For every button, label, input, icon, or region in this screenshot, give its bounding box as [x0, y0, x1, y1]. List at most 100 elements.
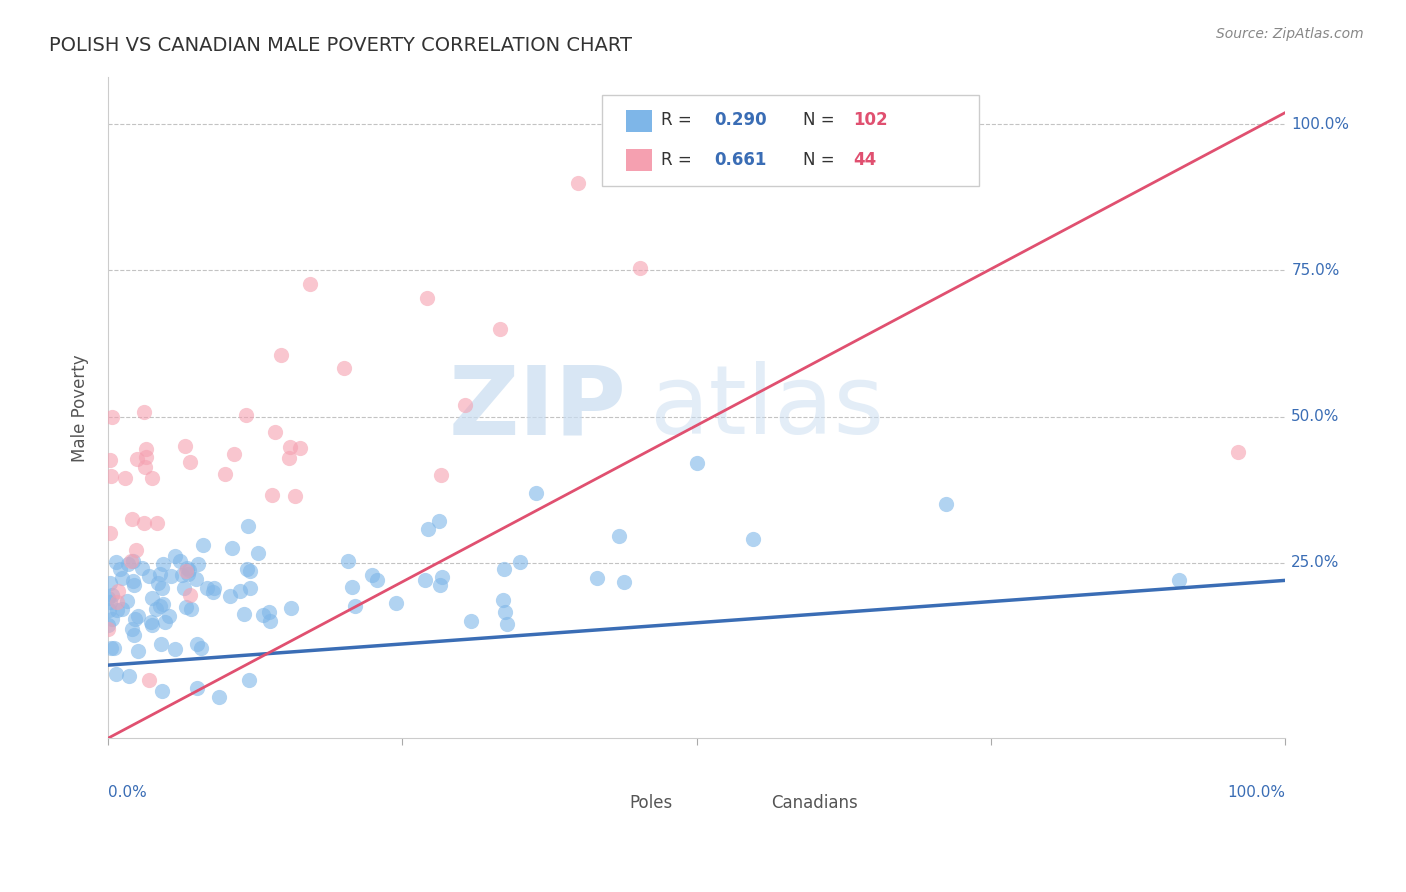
Text: Poles: Poles	[630, 794, 673, 812]
Point	[340, 580, 363, 594]
Point	[104, 555, 127, 569]
Point	[139, 615, 162, 629]
Point	[224, 447, 246, 461]
Point	[430, 570, 453, 584]
Point	[120, 553, 142, 567]
Text: 0.0%: 0.0%	[108, 784, 146, 799]
Point	[239, 582, 262, 596]
Point	[103, 640, 125, 655]
Text: 50.0%: 50.0%	[1291, 409, 1340, 424]
Point	[492, 562, 515, 576]
Point	[135, 450, 157, 464]
Point	[229, 583, 252, 598]
Point	[160, 569, 183, 583]
Point	[174, 564, 197, 578]
Point	[385, 596, 408, 610]
Point	[218, 589, 240, 603]
Point	[124, 612, 146, 626]
Point	[488, 322, 510, 336]
Point	[122, 578, 145, 592]
Point	[100, 453, 122, 467]
Point	[337, 554, 360, 568]
Point	[149, 599, 172, 614]
Point	[170, 568, 193, 582]
Point	[686, 457, 709, 471]
Point	[138, 673, 160, 687]
Point	[145, 602, 167, 616]
Point	[494, 605, 516, 619]
Point	[121, 622, 143, 636]
Point	[97, 617, 120, 632]
Text: 0.290: 0.290	[714, 112, 766, 129]
Point	[111, 602, 134, 616]
Point	[131, 560, 153, 574]
Point	[496, 616, 519, 631]
Point	[177, 566, 200, 581]
Point	[257, 605, 280, 619]
Point	[186, 681, 208, 695]
Point	[179, 563, 201, 577]
Text: R =: R =	[661, 151, 697, 169]
Point	[235, 562, 257, 576]
Point	[491, 592, 513, 607]
Point	[278, 441, 301, 455]
Point	[114, 471, 136, 485]
Point	[429, 578, 451, 592]
Point	[141, 591, 163, 606]
Point	[288, 441, 311, 455]
Point	[742, 532, 765, 546]
Point	[214, 467, 236, 481]
Text: N =: N =	[803, 112, 839, 129]
Point	[186, 572, 208, 586]
Point	[107, 583, 129, 598]
Text: 100.0%: 100.0%	[1291, 117, 1350, 132]
Text: 44: 44	[853, 151, 876, 169]
Point	[176, 561, 198, 575]
Point	[280, 601, 302, 615]
Text: ZIP: ZIP	[449, 361, 626, 454]
Point	[132, 516, 155, 530]
Point	[97, 591, 120, 605]
Point	[247, 546, 270, 560]
Point	[105, 603, 128, 617]
Point	[202, 581, 225, 595]
Point	[115, 593, 138, 607]
Point	[208, 690, 231, 705]
Point	[366, 573, 388, 587]
Point	[101, 410, 124, 425]
Point	[179, 455, 201, 469]
Point	[1168, 574, 1191, 588]
Point	[127, 644, 149, 658]
Point	[221, 541, 243, 556]
Point	[148, 567, 170, 582]
Point	[98, 595, 121, 609]
Point	[744, 128, 766, 143]
FancyBboxPatch shape	[626, 110, 652, 132]
Point	[418, 522, 440, 536]
Point	[187, 557, 209, 571]
Text: 25.0%: 25.0%	[1291, 556, 1340, 570]
Point	[122, 627, 145, 641]
Point	[121, 511, 143, 525]
Point	[117, 557, 139, 571]
Point	[613, 575, 636, 590]
Point	[260, 488, 283, 502]
Point	[1227, 444, 1250, 458]
Point	[239, 564, 262, 578]
Text: R =: R =	[661, 112, 697, 129]
Point	[145, 516, 167, 531]
Point	[132, 405, 155, 419]
Point	[173, 581, 195, 595]
Point	[427, 515, 450, 529]
Point	[98, 603, 121, 617]
Point	[585, 572, 607, 586]
Point	[174, 439, 197, 453]
FancyBboxPatch shape	[738, 792, 763, 814]
Point	[284, 490, 307, 504]
Y-axis label: Male Poverty: Male Poverty	[72, 354, 89, 462]
Text: 0.661: 0.661	[714, 151, 766, 169]
Point	[232, 607, 254, 621]
Point	[360, 567, 382, 582]
Point	[163, 641, 186, 656]
Point	[101, 588, 124, 602]
